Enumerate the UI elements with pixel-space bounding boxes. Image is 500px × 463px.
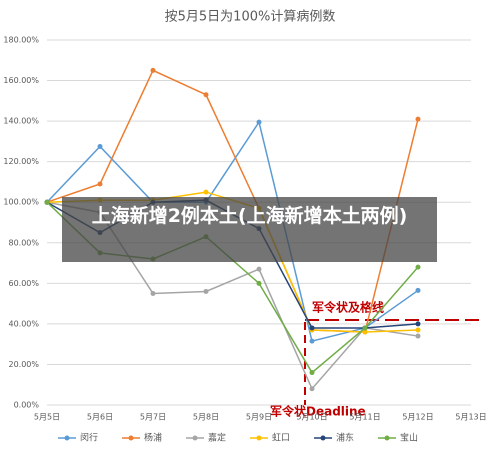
point xyxy=(415,333,421,339)
point xyxy=(150,290,156,296)
y-tick-label: 140.00% xyxy=(3,117,39,126)
point xyxy=(415,287,421,293)
point xyxy=(256,119,262,125)
legend-label: 宝山 xyxy=(400,432,418,444)
point xyxy=(309,370,315,376)
point xyxy=(415,116,421,122)
legend-marker xyxy=(320,435,326,441)
legend-marker xyxy=(256,435,262,441)
legend-label: 嘉定 xyxy=(208,432,226,444)
annotation: 军令状Deadline xyxy=(270,404,366,419)
point xyxy=(415,321,421,327)
point xyxy=(203,288,209,294)
legend-marker xyxy=(128,435,134,441)
watermark: 知乎 @sKaelthas xyxy=(430,429,500,442)
legend-label: 杨浦 xyxy=(144,432,162,444)
point xyxy=(309,338,315,344)
x-tick-label: 5月11日 xyxy=(349,413,380,422)
chart-title: 按5月5日为100%计算病例数 xyxy=(165,10,336,25)
x-tick-label: 5月6日 xyxy=(87,413,113,422)
y-tick-label: 60.00% xyxy=(8,279,39,288)
y-tick-label: 180.00% xyxy=(3,36,39,45)
x-tick-label: 5月5日 xyxy=(34,413,60,422)
x-tick-label: 5月8日 xyxy=(193,413,219,422)
legend-marker xyxy=(64,435,70,441)
y-tick-label: 20.00% xyxy=(8,360,39,369)
legend-marker xyxy=(192,435,198,441)
point xyxy=(309,325,315,331)
y-tick-label: 40.00% xyxy=(8,319,39,328)
annotation: 军令状及格线 xyxy=(312,300,384,315)
point xyxy=(256,280,262,286)
point xyxy=(97,143,103,149)
point xyxy=(150,67,156,73)
point xyxy=(256,266,262,272)
y-tick-label: 160.00% xyxy=(3,76,39,85)
x-tick-label: 5月9日 xyxy=(246,413,272,422)
point xyxy=(97,181,103,187)
overlay-caption: 上海新增2例本土(上海新增本土两例) xyxy=(62,197,437,262)
x-tick-label: 5月13日 xyxy=(455,413,486,422)
point xyxy=(203,92,209,98)
point xyxy=(44,199,50,205)
legend-label: 虹口 xyxy=(272,433,290,444)
legend-label: 闵行 xyxy=(80,432,98,444)
legend-label: 浦东 xyxy=(336,432,354,444)
y-tick-label: 120.00% xyxy=(3,157,39,166)
y-tick-label: 0.00% xyxy=(14,401,40,410)
y-tick-label: 100.00% xyxy=(3,198,39,207)
x-tick-label: 5月10日 xyxy=(296,413,327,422)
point xyxy=(309,386,315,392)
point xyxy=(203,189,209,195)
x-tick-label: 5月12日 xyxy=(402,413,433,422)
x-tick-label: 5月7日 xyxy=(140,413,166,422)
point xyxy=(415,327,421,333)
legend-marker xyxy=(384,435,390,441)
point xyxy=(362,325,368,331)
point xyxy=(362,329,368,335)
point xyxy=(415,264,421,270)
y-tick-label: 80.00% xyxy=(8,238,39,247)
series-line xyxy=(46,120,419,343)
